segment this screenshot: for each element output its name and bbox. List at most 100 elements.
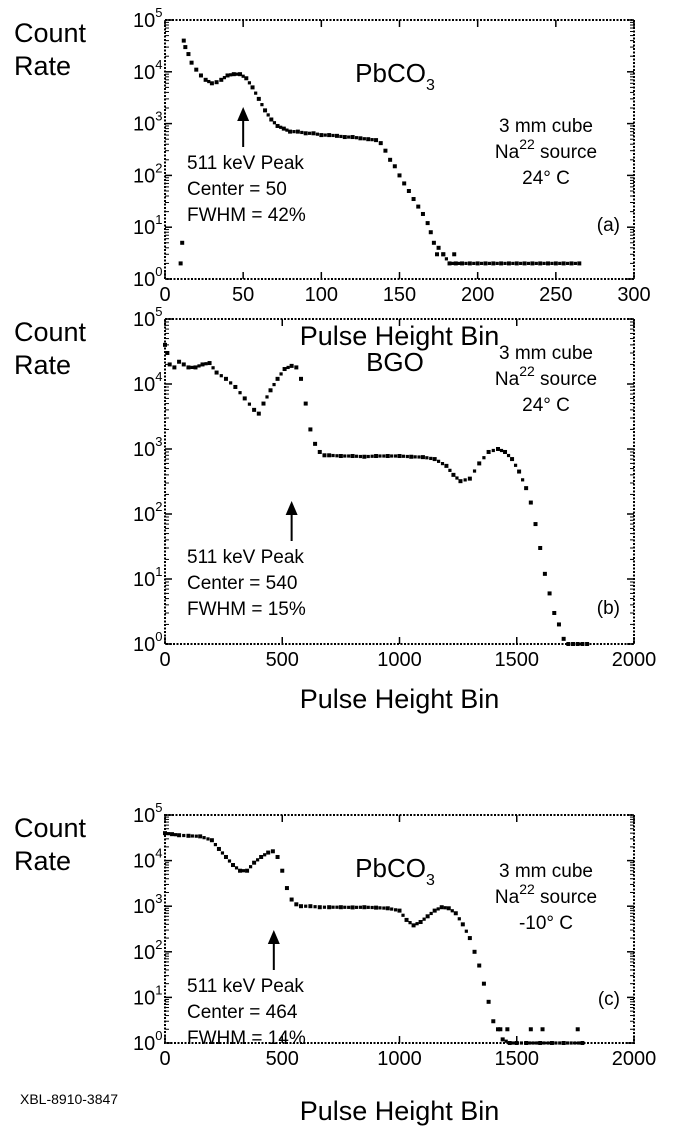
data-point: [483, 261, 488, 266]
data-point: [457, 917, 461, 921]
data-point: [550, 261, 554, 266]
data-point: [577, 261, 582, 266]
data-point: [481, 981, 486, 986]
data-point: [252, 860, 257, 865]
data-point: [475, 261, 480, 266]
data-point: [173, 833, 178, 837]
peak-label: 511 keV Peak: [187, 547, 304, 568]
data-point: [444, 257, 448, 261]
data-point: [370, 138, 374, 142]
y-tick-label: 100: [133, 629, 162, 656]
data-point: [241, 74, 245, 78]
y-tick-label: 101: [133, 212, 162, 239]
data-point: [238, 868, 243, 873]
data-point: [575, 642, 580, 646]
data-point: [549, 1041, 554, 1045]
data-point: [163, 831, 167, 836]
data-point: [350, 454, 355, 459]
data-point: [279, 125, 283, 129]
data-point: [317, 905, 322, 910]
panel-label: (b): [597, 598, 620, 619]
data-point: [227, 859, 232, 863]
y-tick-exponent: 5: [155, 800, 162, 815]
data-point: [528, 500, 533, 505]
data-point: [482, 456, 486, 460]
data-point: [514, 261, 519, 266]
data-point: [418, 920, 423, 925]
y-tick-label: 101: [133, 564, 162, 591]
data-point: [285, 128, 289, 132]
data-point: [556, 622, 561, 627]
y-axis-title-line: Rate: [14, 51, 71, 81]
data-point: [323, 133, 327, 137]
data-series: [163, 831, 585, 1045]
data-point: [190, 365, 194, 370]
data-point: [397, 908, 402, 913]
data-point: [299, 904, 304, 909]
data-point: [500, 1037, 505, 1042]
x-axis-title: Pulse Height Bin: [300, 684, 500, 714]
data-point: [219, 77, 224, 82]
data-point: [382, 906, 386, 910]
data-point: [322, 905, 327, 909]
data-point: [378, 454, 382, 458]
data-point: [561, 636, 566, 641]
data-point: [335, 454, 339, 458]
data-point: [499, 448, 504, 453]
data-point: [211, 366, 215, 370]
data-point: [524, 486, 529, 491]
data-point: [406, 188, 411, 193]
data-point: [370, 905, 374, 910]
data-point: [235, 72, 239, 76]
data-point: [241, 869, 246, 873]
x-tick-label: 1000: [377, 649, 422, 671]
data-point: [374, 138, 379, 143]
y-tick-label: 104: [133, 57, 162, 84]
data-point: [538, 545, 543, 550]
data-point: [206, 837, 210, 841]
data-point: [491, 448, 495, 453]
y-tick-label: 100: [133, 264, 162, 291]
y-axis-title-line: Count: [14, 317, 87, 347]
data-point: [446, 906, 451, 911]
data-point: [272, 121, 277, 125]
x-tick-label: 0: [159, 1048, 170, 1070]
data-point: [204, 362, 208, 366]
data-point: [343, 905, 347, 909]
info-source: Na22 source: [495, 881, 597, 908]
data-point: [432, 457, 437, 462]
data-point: [533, 522, 538, 527]
data-point: [528, 1041, 532, 1045]
data-point: [566, 642, 571, 646]
data-point: [358, 136, 363, 141]
y-tick-exponent: 4: [155, 57, 162, 72]
data-point: [393, 908, 398, 912]
data-point: [464, 929, 468, 933]
data-point: [439, 905, 444, 910]
data-point: [304, 904, 308, 908]
data-point: [265, 395, 269, 399]
data-point: [350, 905, 355, 910]
data-point: [453, 261, 458, 266]
data-point: [542, 1041, 546, 1045]
data-point: [511, 261, 515, 266]
data-point: [350, 135, 355, 140]
peak-label: 511 keV Peak: [187, 976, 304, 997]
data-point: [499, 261, 504, 266]
data-point: [388, 157, 393, 162]
data-point: [362, 905, 367, 910]
y-tick-label: 105: [133, 5, 162, 32]
data-point: [331, 133, 335, 138]
data-point: [223, 854, 228, 859]
data-point: [432, 908, 437, 913]
data-point: [382, 454, 386, 458]
data-point: [575, 1027, 580, 1032]
info-source: Na22 source: [495, 136, 597, 163]
data-point: [231, 863, 236, 868]
data-point: [404, 917, 409, 922]
data-point: [313, 905, 317, 909]
data-point: [411, 197, 416, 202]
data-point: [295, 129, 300, 134]
data-point: [303, 401, 308, 406]
data-point: [477, 963, 482, 968]
